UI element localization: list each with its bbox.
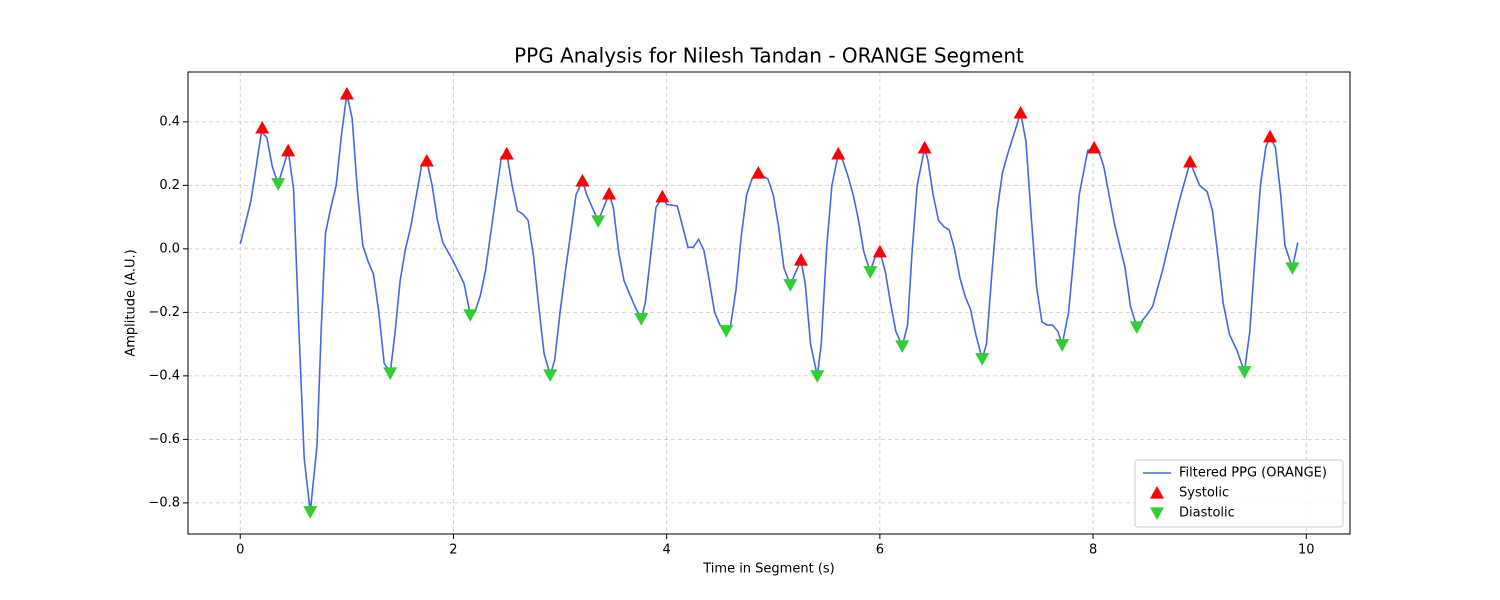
diastolic-marker: [271, 178, 286, 191]
systolic-marker: [831, 146, 846, 160]
x-tick-label: 8: [1089, 543, 1097, 558]
diastolic-marker: [634, 313, 649, 326]
diastolic-marker: [783, 279, 798, 292]
x-tick-label: 4: [663, 543, 671, 558]
systolic-marker: [419, 153, 434, 167]
diastolic-marker: [863, 266, 878, 279]
x-tick-label: 10: [1298, 543, 1315, 558]
diastolic-marker: [719, 325, 734, 338]
y-axis-label: Amplitude (A.U.): [124, 249, 139, 356]
systolic-marker: [655, 189, 670, 203]
y-tick-label: 0.4: [159, 114, 180, 129]
systolic-marker: [602, 186, 617, 200]
plot-frame: [187, 71, 1351, 535]
y-tick-label: −0.2: [148, 305, 180, 320]
systolic-marker: [575, 173, 590, 187]
legend-label: Diastolic: [1179, 506, 1235, 521]
systolic-marker: [917, 140, 932, 154]
diastolic-marker: [1285, 262, 1300, 275]
legend-swatch: [1150, 486, 1164, 499]
diastolic-marker: [1237, 366, 1252, 379]
legend-swatch: [1150, 507, 1164, 520]
diastolic-marker: [975, 353, 990, 366]
systolic-marker: [339, 86, 354, 100]
legend-box: [1134, 459, 1344, 528]
x-axis-label: Time in Segment (s): [702, 562, 834, 577]
x-tick-label: 0: [236, 543, 244, 558]
diastolic-marker: [1055, 339, 1070, 352]
systolic-marker: [281, 143, 296, 157]
diastolic-marker: [463, 309, 478, 322]
y-tick-label: 0.0: [159, 241, 180, 256]
diastolic-marker: [303, 506, 318, 519]
systolic-marker: [751, 165, 766, 179]
systolic-marker: [1263, 129, 1278, 143]
x-tick-label: 6: [876, 543, 884, 558]
diastolic-marker: [591, 215, 606, 228]
systolic-marker: [1183, 154, 1198, 168]
y-tick-label: −0.8: [148, 495, 180, 510]
y-tick-label: −0.4: [148, 368, 180, 383]
legend-label: Filtered PPG (ORANGE): [1179, 466, 1327, 481]
systolic-marker: [1087, 140, 1102, 154]
diastolic-marker: [383, 367, 398, 381]
diastolic-marker: [895, 340, 910, 354]
legend-label: Systolic: [1179, 486, 1229, 501]
chart-title: PPG Analysis for Nilesh Tandan - ORANGE …: [514, 44, 1024, 68]
systolic-marker: [255, 120, 270, 134]
systolic-marker: [872, 244, 887, 258]
y-tick-label: −0.6: [148, 432, 180, 447]
systolic-marker: [499, 146, 514, 160]
x-tick-label: 2: [449, 543, 457, 558]
diastolic-marker: [1129, 321, 1144, 334]
ppg-line: [239, 93, 1299, 512]
systolic-marker: [1013, 105, 1028, 119]
systolic-marker: [793, 252, 808, 266]
diastolic-marker: [810, 370, 825, 383]
diastolic-marker: [543, 369, 558, 382]
y-tick-label: 0.2: [159, 178, 180, 193]
